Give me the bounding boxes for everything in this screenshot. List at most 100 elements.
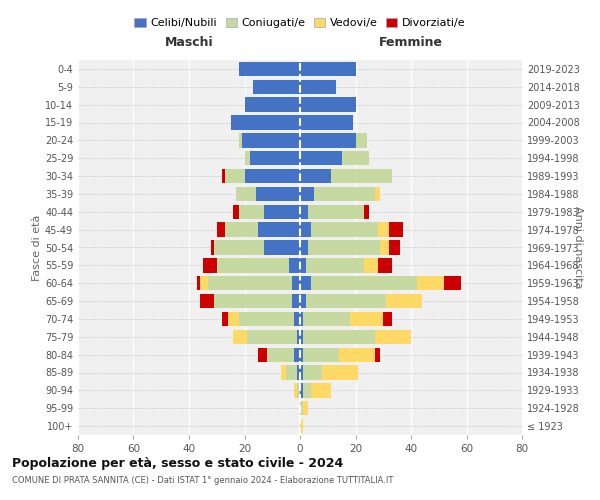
Bar	[245, 98, 300, 112]
Bar	[303, 348, 339, 362]
Bar	[308, 240, 380, 254]
Bar	[445, 276, 461, 290]
Bar	[239, 133, 242, 148]
Bar	[225, 169, 245, 183]
Bar	[264, 240, 300, 254]
Bar	[331, 169, 392, 183]
Bar	[239, 62, 300, 76]
Text: COMUNE DI PRATA SANNITA (CE) - Dati ISTAT 1° gennaio 2024 - Elaborazione TUTTITA: COMUNE DI PRATA SANNITA (CE) - Dati ISTA…	[12, 476, 394, 485]
Bar	[300, 151, 341, 166]
Bar	[300, 276, 311, 290]
Bar	[375, 348, 380, 362]
Bar	[217, 222, 225, 237]
Bar	[300, 204, 308, 219]
Bar	[300, 133, 356, 148]
Bar	[259, 222, 300, 237]
Bar	[339, 348, 375, 362]
Bar	[356, 133, 367, 148]
Legend: Celibi/Nubili, Coniugati/e, Vedovi/e, Divorziati/e: Celibi/Nubili, Coniugati/e, Vedovi/e, Di…	[130, 13, 470, 32]
Bar	[239, 204, 264, 219]
Bar	[314, 187, 375, 201]
Bar	[214, 294, 292, 308]
Bar	[305, 258, 364, 272]
Bar	[242, 133, 300, 148]
Bar	[300, 222, 311, 237]
Bar	[267, 348, 295, 362]
Bar	[300, 330, 303, 344]
Bar	[264, 204, 300, 219]
Bar	[297, 383, 300, 398]
Bar	[281, 366, 286, 380]
Bar	[364, 258, 378, 272]
Text: Femmine: Femmine	[379, 36, 443, 50]
Bar	[300, 294, 305, 308]
Bar	[295, 312, 300, 326]
Y-axis label: Anni di nascita: Anni di nascita	[572, 206, 583, 289]
Bar	[217, 258, 289, 272]
Bar	[303, 401, 308, 415]
Bar	[247, 330, 297, 344]
Bar	[292, 294, 300, 308]
Bar	[300, 187, 314, 201]
Bar	[211, 240, 214, 254]
Bar	[364, 204, 370, 219]
Bar	[228, 312, 239, 326]
Bar	[300, 383, 303, 398]
Bar	[300, 401, 303, 415]
Bar	[303, 312, 350, 326]
Bar	[308, 204, 364, 219]
Bar	[253, 80, 300, 94]
Bar	[214, 240, 264, 254]
Text: Popolazione per età, sesso e stato civile - 2024: Popolazione per età, sesso e stato civil…	[12, 458, 343, 470]
Y-axis label: Fasce di età: Fasce di età	[32, 214, 42, 280]
Bar	[197, 276, 200, 290]
Bar	[259, 348, 267, 362]
Bar	[233, 330, 247, 344]
Bar	[300, 366, 303, 380]
Bar	[223, 169, 225, 183]
Bar	[300, 80, 336, 94]
Bar	[245, 151, 250, 166]
Bar	[297, 366, 300, 380]
Bar	[250, 151, 300, 166]
Bar	[300, 169, 331, 183]
Bar	[200, 294, 214, 308]
Bar	[416, 276, 445, 290]
Bar	[300, 348, 303, 362]
Bar	[300, 240, 308, 254]
Bar	[350, 312, 383, 326]
Bar	[245, 169, 300, 183]
Bar	[300, 312, 303, 326]
Bar	[200, 276, 208, 290]
Text: Maschi: Maschi	[164, 36, 214, 50]
Bar	[289, 258, 300, 272]
Bar	[311, 276, 416, 290]
Bar	[341, 151, 370, 166]
Bar	[256, 187, 300, 201]
Bar	[236, 187, 256, 201]
Bar	[303, 330, 375, 344]
Bar	[223, 312, 228, 326]
Bar	[375, 330, 411, 344]
Bar	[300, 419, 303, 433]
Bar	[389, 222, 403, 237]
Bar	[383, 312, 392, 326]
Bar	[303, 383, 311, 398]
Bar	[239, 312, 295, 326]
Bar	[230, 116, 300, 130]
Bar	[295, 348, 300, 362]
Bar	[300, 98, 356, 112]
Bar	[297, 330, 300, 344]
Bar	[322, 366, 358, 380]
Bar	[375, 187, 380, 201]
Bar	[286, 366, 297, 380]
Bar	[203, 258, 217, 272]
Bar	[311, 383, 331, 398]
Bar	[305, 294, 386, 308]
Bar	[300, 116, 353, 130]
Bar	[300, 258, 305, 272]
Bar	[292, 276, 300, 290]
Bar	[389, 240, 400, 254]
Bar	[208, 276, 292, 290]
Bar	[380, 240, 389, 254]
